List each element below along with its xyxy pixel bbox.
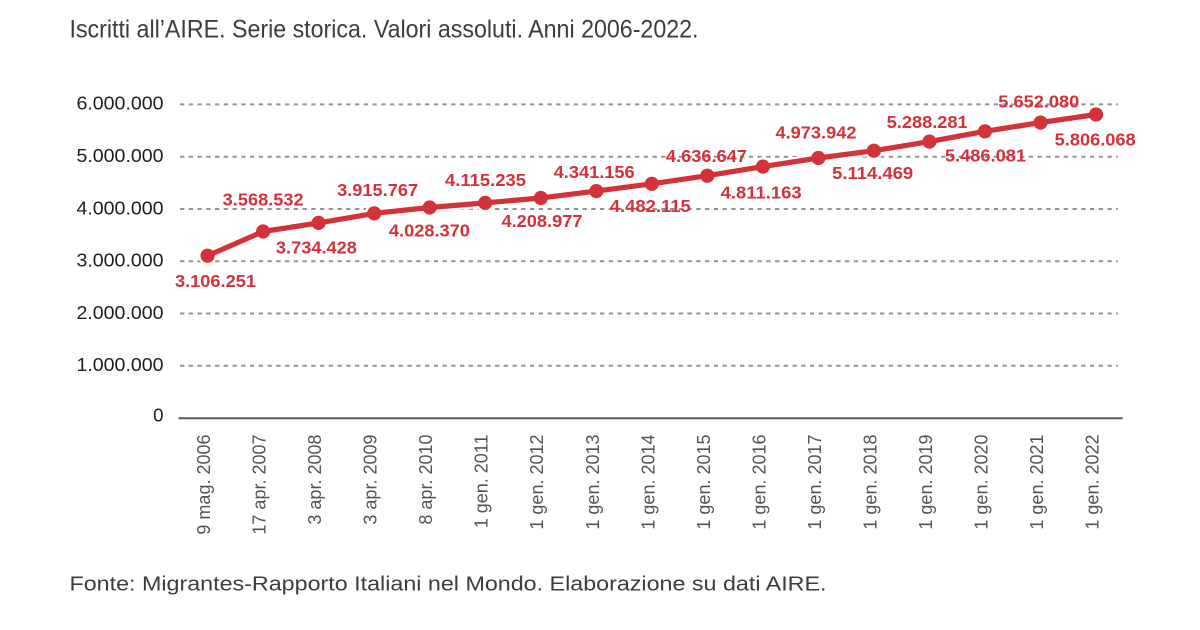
svg-text:6.000.000: 6.000.000 — [77, 93, 164, 114]
svg-text:2.000.000: 2.000.000 — [77, 302, 164, 323]
svg-text:5.288.281: 5.288.281 — [887, 112, 968, 132]
svg-text:5.114.469: 5.114.469 — [832, 163, 913, 183]
svg-text:3.106.251: 3.106.251 — [175, 271, 256, 291]
svg-text:1 gen. 2021: 1 gen. 2021 — [1027, 435, 1047, 530]
svg-text:5.806.068: 5.806.068 — [1055, 129, 1136, 149]
svg-text:1 gen. 2020: 1 gen. 2020 — [972, 435, 992, 530]
svg-text:Iscritti all’AIRE. Serie stori: Iscritti all’AIRE. Serie storica. Valori… — [70, 16, 699, 44]
svg-text:4.000.000: 4.000.000 — [77, 197, 164, 218]
svg-text:Fonte: Migrantes-Rapporto Ital: Fonte: Migrantes-Rapporto Italiani nel M… — [70, 574, 827, 596]
svg-text:3.568.532: 3.568.532 — [223, 190, 304, 210]
svg-text:3.734.428: 3.734.428 — [276, 238, 357, 258]
svg-text:1.000.000: 1.000.000 — [77, 354, 164, 375]
svg-text:5.486.081: 5.486.081 — [945, 145, 1026, 165]
svg-text:0: 0 — [153, 405, 163, 426]
svg-text:1 gen. 2018: 1 gen. 2018 — [860, 435, 880, 530]
svg-text:4.482.115: 4.482.115 — [610, 196, 691, 216]
svg-text:4.208.977: 4.208.977 — [502, 211, 583, 231]
svg-text:5.652.080: 5.652.080 — [998, 92, 1079, 112]
svg-text:3.000.000: 3.000.000 — [77, 250, 164, 271]
svg-text:4.636.647: 4.636.647 — [666, 146, 747, 166]
svg-text:1 gen. 2013: 1 gen. 2013 — [583, 435, 603, 530]
svg-text:4.973.942: 4.973.942 — [776, 123, 857, 143]
svg-text:1 gen. 2011: 1 gen. 2011 — [472, 435, 492, 529]
svg-text:1 gen. 2015: 1 gen. 2015 — [694, 435, 714, 530]
svg-text:8 apr. 2010: 8 apr. 2010 — [416, 435, 436, 525]
svg-text:4.341.156: 4.341.156 — [554, 162, 635, 182]
svg-text:4.028.370: 4.028.370 — [389, 220, 470, 240]
svg-text:1 gen. 2016: 1 gen. 2016 — [749, 435, 769, 530]
svg-text:1 gen. 2012: 1 gen. 2012 — [527, 435, 547, 530]
svg-text:1 gen. 2019: 1 gen. 2019 — [916, 435, 936, 530]
svg-text:4.811.163: 4.811.163 — [721, 182, 802, 202]
svg-text:5.000.000: 5.000.000 — [77, 145, 164, 166]
svg-text:1 gen. 2017: 1 gen. 2017 — [805, 435, 825, 530]
svg-text:3 apr. 2009: 3 apr. 2009 — [361, 435, 381, 525]
svg-text:9 mag. 2006: 9 mag. 2006 — [194, 435, 214, 535]
svg-text:1 gen. 2022: 1 gen. 2022 — [1083, 435, 1103, 530]
svg-text:17 apr. 2007: 17 apr. 2007 — [250, 435, 270, 535]
svg-text:3 apr. 2008: 3 apr. 2008 — [305, 435, 325, 525]
svg-text:1 gen. 2014: 1 gen. 2014 — [638, 435, 658, 530]
svg-text:4.115.235: 4.115.235 — [445, 170, 526, 190]
svg-text:3.915.767: 3.915.767 — [337, 180, 418, 200]
